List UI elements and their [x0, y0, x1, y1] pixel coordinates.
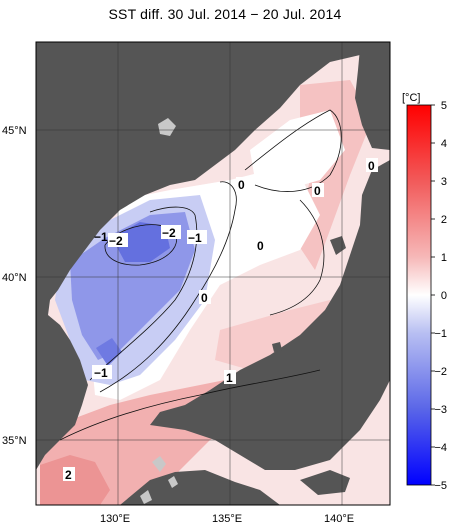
colorbar-tick-label: 2: [441, 214, 447, 226]
lon-label-130e: 130°E: [100, 513, 130, 525]
islands: [140, 118, 178, 504]
contour-one-south: [59, 369, 321, 441]
colorbar-tick-label: −4: [434, 442, 447, 454]
colorbar-tick-label: 3: [441, 176, 447, 188]
contour-label-minus1-c: −1: [94, 366, 108, 380]
contour-minus2: [104, 224, 177, 266]
island-tsushima: [152, 456, 166, 472]
contour-label-0-d: 0: [257, 239, 264, 253]
label-bg: [236, 177, 248, 191]
contour-zero-west: [99, 181, 237, 393]
contour-label-minus1-a: −1: [188, 231, 202, 245]
colorbar-tick-label: 4: [441, 138, 447, 150]
colorbar: [406, 104, 432, 486]
cold-anomaly-strong-2: [96, 338, 122, 366]
label-bg: [108, 233, 128, 247]
contour-label-1: 1: [226, 371, 233, 385]
land-oki-island: [272, 342, 282, 352]
cold-anomaly-strong: [112, 222, 170, 262]
lon-label-140e: 140°E: [324, 513, 354, 525]
lat-label-40n: 40°N: [2, 272, 27, 284]
label-bg: [366, 158, 378, 172]
colorbar-tick-label: −3: [434, 404, 447, 416]
label-bg: [63, 467, 75, 481]
contour-label-2: 2: [65, 468, 72, 482]
contour-label-0-a: 0: [238, 178, 245, 192]
colorbar-tick-label: 5: [441, 100, 447, 112]
contour-labels: 0 0 0 0 −2 −2 −1 −1 0 −1 1 2: [63, 158, 378, 482]
lat-label-45n: 45°N: [2, 125, 27, 137]
contour-label-minus2-a: −2: [109, 234, 123, 248]
contour-zero-north: [244, 109, 342, 192]
contour-label-0-b: 0: [314, 184, 321, 198]
land-asia-mainland: [36, 42, 390, 470]
label-bg: [161, 225, 181, 239]
contour-label-0-c: 0: [368, 159, 375, 173]
label-bg: [199, 290, 211, 304]
label-bg: [255, 238, 267, 252]
warm-anomaly-central: [215, 300, 345, 370]
colorbar-tick-label: −5: [434, 480, 447, 492]
island-iki: [168, 476, 178, 488]
island-moneron: [158, 118, 176, 136]
lat-label-35n: 35°N: [2, 435, 27, 447]
island-goto: [140, 490, 152, 504]
lon-label-135e: 135°E: [212, 513, 242, 525]
land-japan-hokkaido: [355, 48, 390, 150]
colorbar-tick-label: 0: [441, 290, 447, 302]
contour-minus1: [89, 206, 198, 381]
map-area: 0 0 0 0 −2 −2 −1 −1 0 −1 1 2: [36, 42, 390, 505]
colorbar-tick-label: −2: [434, 366, 447, 378]
colorbar-tick-label: 1: [441, 252, 447, 264]
label-bg: [312, 183, 324, 197]
contour-label-minus2-b: −2: [162, 226, 176, 240]
contour-zero-east: [269, 199, 325, 316]
label-bg: [92, 365, 112, 379]
map-frame: [35, 41, 391, 506]
map-title: SST diff. 30 Jul. 2014 − 20 Jul. 2014: [108, 6, 342, 22]
land-shikoku: [300, 470, 350, 495]
graticule: [36, 42, 390, 505]
label-bg: [224, 370, 236, 384]
contour-label-minus1-b: −1: [94, 230, 108, 244]
contour-label-0-e: 0: [201, 291, 208, 305]
colorbar-ticks: 5 4 3 2 1 0 −1 −2 −3 −4 −5: [431, 100, 447, 492]
label-bg: [187, 230, 207, 244]
colorbar-tick-label: −1: [434, 328, 447, 340]
colorbar-unit: [°C]: [402, 92, 420, 104]
land-korea-kyushu-south: [120, 470, 280, 505]
contour-lines: [59, 109, 342, 441]
